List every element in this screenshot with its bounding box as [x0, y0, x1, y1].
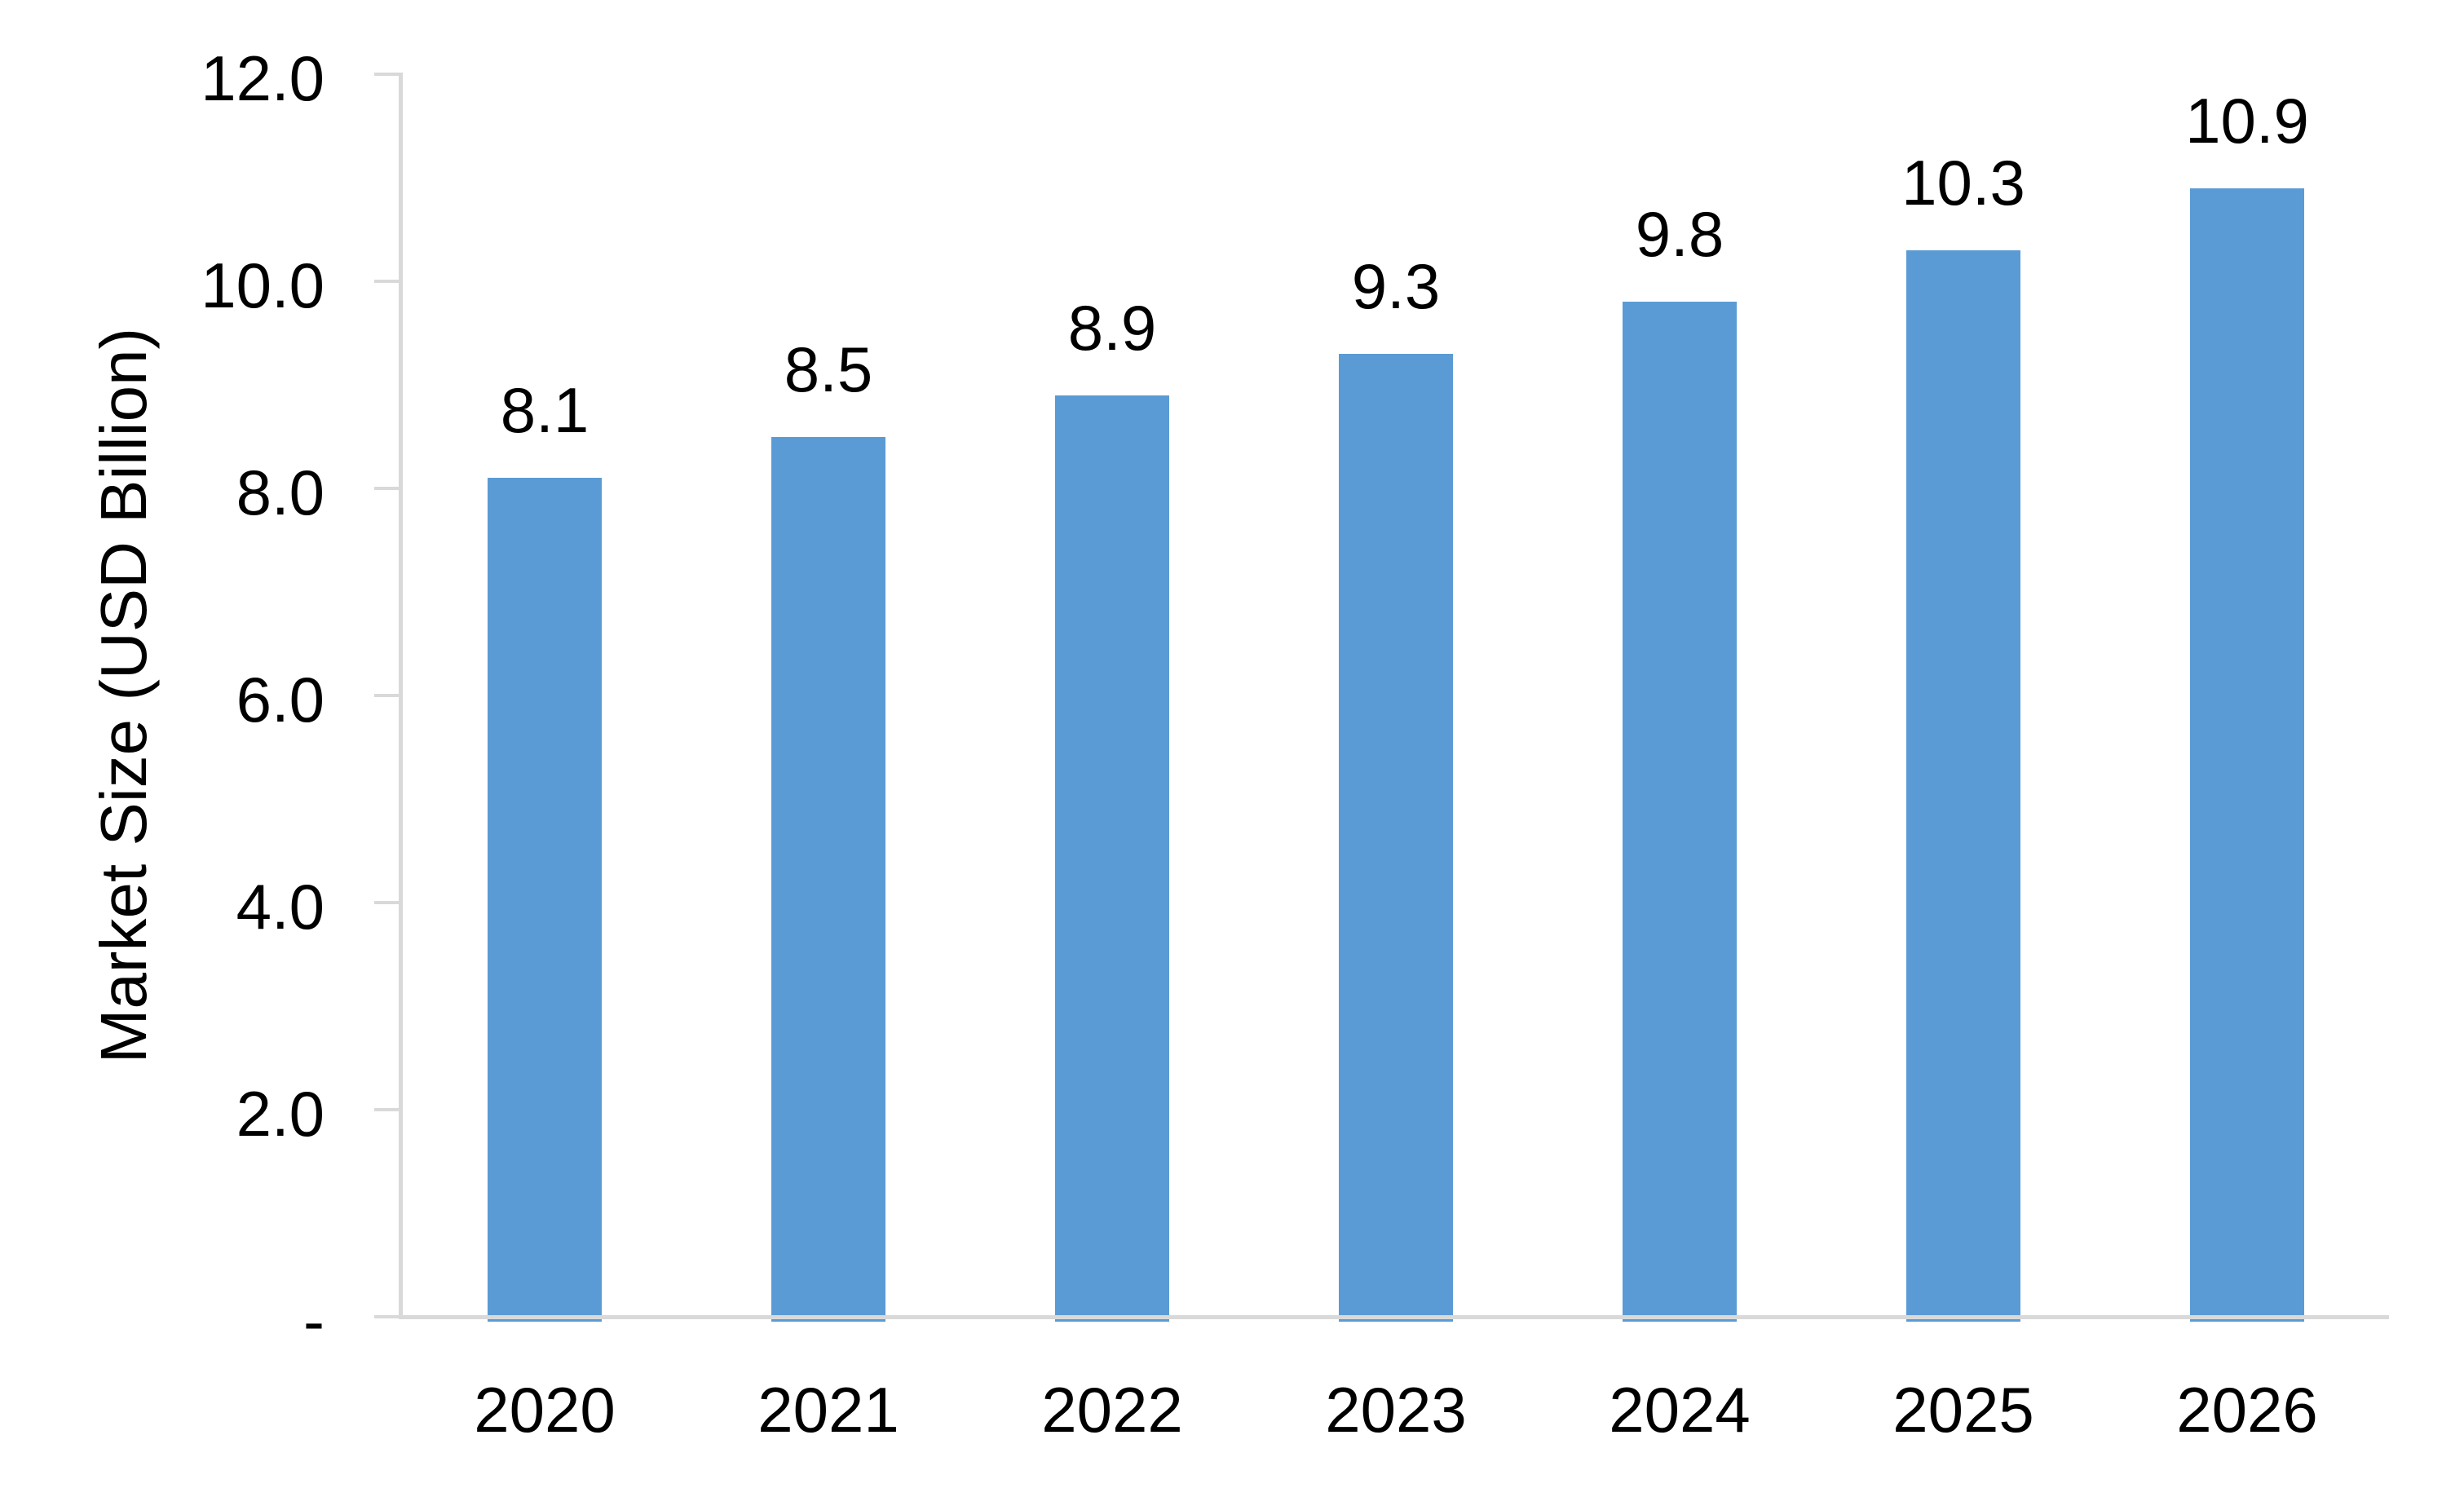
bar-2021 — [771, 436, 885, 1322]
data-label-2022: 8.9 — [1067, 291, 1157, 364]
data-label-2026: 10.9 — [2185, 84, 2309, 157]
x-axis-label-2021: 2021 — [757, 1374, 899, 1446]
y-axis-tick — [374, 694, 399, 697]
y-axis-line — [399, 73, 403, 1319]
x-axis-label-2025: 2025 — [1892, 1374, 2034, 1446]
y-axis-tick-label: 8.0 — [236, 457, 325, 528]
data-label-2023: 9.3 — [1351, 249, 1441, 322]
bar-2022 — [1055, 395, 1169, 1322]
y-axis-tick-label: 2.0 — [236, 1078, 325, 1150]
y-axis-tick — [374, 901, 399, 904]
x-axis-label-2022: 2022 — [1041, 1374, 1183, 1446]
bar-2020 — [488, 478, 602, 1322]
y-axis-tick-label: 6.0 — [236, 664, 325, 735]
y-axis-tick-label: 4.0 — [236, 871, 325, 943]
y-axis-tick — [374, 73, 399, 76]
data-label-2024: 9.8 — [1635, 198, 1724, 271]
y-axis-tick — [374, 1315, 399, 1318]
y-axis-tick — [374, 280, 399, 283]
data-label-2025: 10.3 — [1901, 146, 2025, 219]
x-axis-label-2020: 2020 — [474, 1374, 616, 1446]
bar-2024 — [1623, 302, 1737, 1322]
data-label-2020: 8.1 — [500, 374, 590, 447]
y-axis-tick-label: - — [303, 1285, 325, 1357]
x-axis-label-2023: 2023 — [1325, 1374, 1467, 1446]
x-axis-line — [403, 1315, 2389, 1319]
y-axis-tick-label: 12.0 — [201, 42, 325, 114]
bar-2026 — [2190, 188, 2304, 1322]
x-axis-label-2026: 2026 — [2176, 1374, 2318, 1446]
y-axis-tick — [374, 487, 399, 490]
x-axis-label-2024: 2024 — [1609, 1374, 1751, 1446]
y-axis-tick-label: 10.0 — [201, 249, 325, 321]
bar-2025 — [1906, 249, 2020, 1322]
data-label-2021: 8.5 — [784, 333, 873, 405]
bar-2023 — [1339, 353, 1453, 1322]
y-axis-tick — [374, 1108, 399, 1111]
